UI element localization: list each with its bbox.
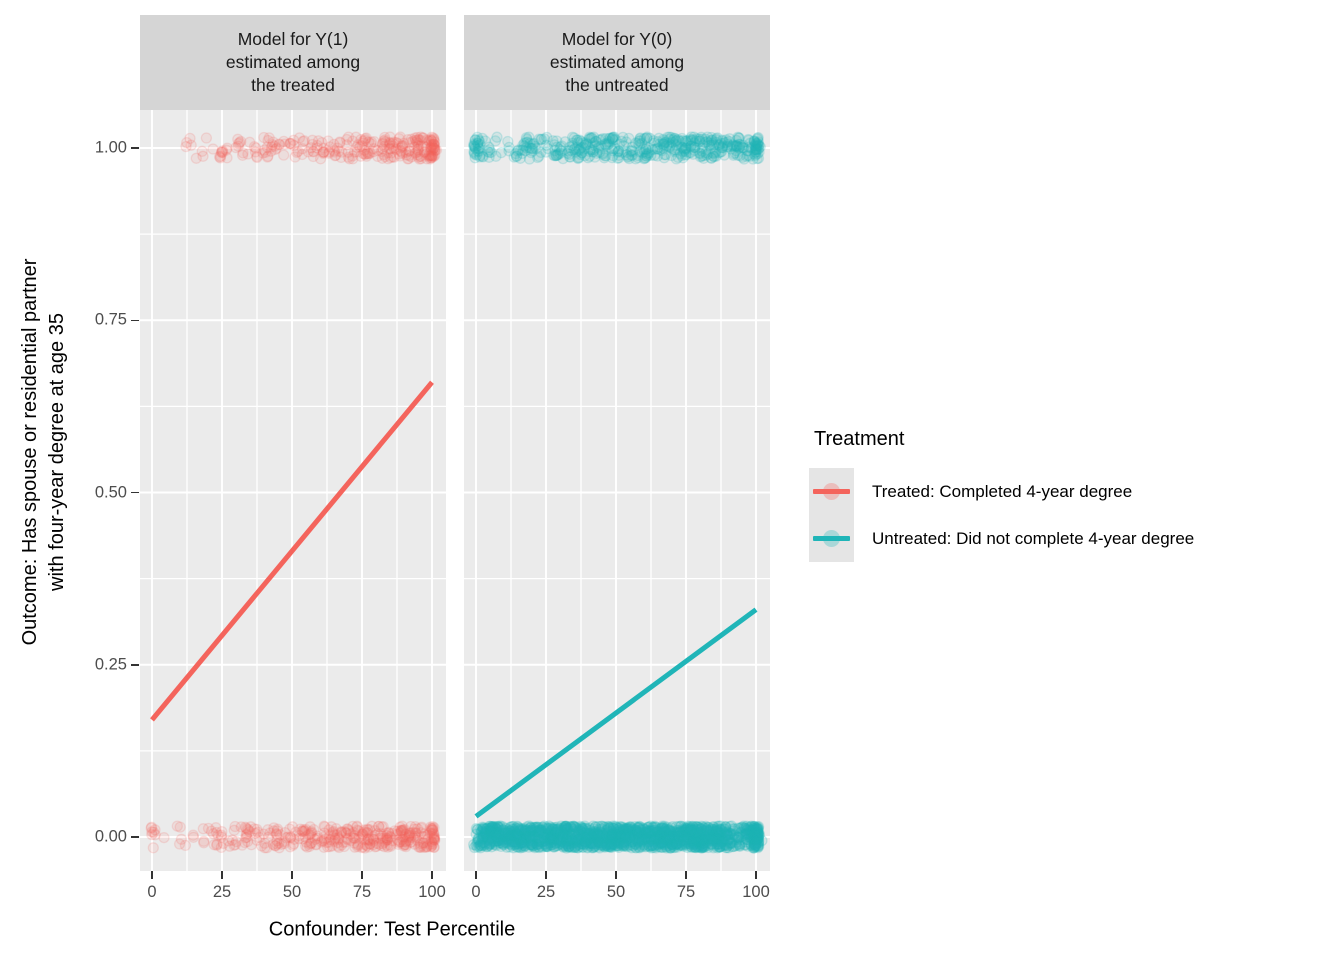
x-tick-mark: [615, 871, 617, 879]
x-tick-mark: [431, 871, 433, 879]
y-tick-label: 0.00: [94, 827, 127, 846]
y-tick-mark: [131, 836, 139, 838]
legend-label-treated: Treated: Completed 4-year degree: [872, 482, 1133, 501]
facet-strip-untreated: Model for Y(0) estimated among the untre…: [464, 15, 770, 110]
x-tick-label: 0: [147, 883, 157, 901]
x-tick-label: 0: [471, 883, 481, 901]
legend-title: Treatment: [814, 428, 905, 450]
facet-strip-treated-label: Model for Y(1) estimated among the treat…: [225, 29, 361, 95]
facet-strip-treated: Model for Y(1) estimated among the treat…: [140, 15, 446, 110]
y-tick-mark: [131, 491, 139, 494]
panel-untreated: [464, 110, 770, 871]
x-tick-mark: [361, 871, 363, 879]
y-tick-label: 0.25: [94, 655, 127, 674]
y-tick-label: 1.00: [94, 138, 127, 157]
panel-untreated-plot: [464, 110, 770, 871]
x-tick-mark: [291, 871, 293, 879]
facet-strip-untreated-label: Model for Y(0) estimated among the untre…: [549, 29, 685, 95]
y-tick-mark: [131, 147, 139, 149]
legend-label-untreated: Untreated: Did not complete 4-year degre…: [872, 529, 1195, 548]
treated-line-swatch-icon: [813, 489, 850, 494]
x-tick-mark: [685, 871, 687, 879]
legend-key-treated: [809, 468, 854, 515]
x-tick-mark: [151, 871, 153, 879]
y-tick-label: 0.75: [94, 310, 127, 329]
panel-treated: [140, 110, 446, 871]
x-tick-label: 50: [606, 883, 626, 901]
x-tick-label: 75: [676, 883, 696, 901]
x-tick-mark: [545, 871, 547, 879]
y-tick-mark: [131, 319, 139, 321]
legend-key-untreated: [809, 515, 854, 562]
untreated-line-swatch-icon: [813, 536, 850, 541]
x-tick-mark: [755, 871, 757, 879]
x-tick-mark: [475, 871, 477, 879]
x-axis-title: Confounder: Test Percentile: [268, 918, 516, 941]
x-tick-label: 25: [212, 883, 232, 901]
x-tick-label: 25: [536, 883, 556, 901]
x-tick-label: 50: [282, 883, 302, 901]
x-tick-label: 75: [352, 883, 372, 901]
x-tick-label: 100: [418, 883, 446, 901]
y-tick-label: 0.50: [94, 483, 127, 501]
y-tick-mark: [131, 664, 139, 666]
x-tick-label: 100: [742, 883, 770, 901]
x-tick-mark: [221, 871, 223, 879]
panel-treated-plot: [140, 110, 446, 871]
